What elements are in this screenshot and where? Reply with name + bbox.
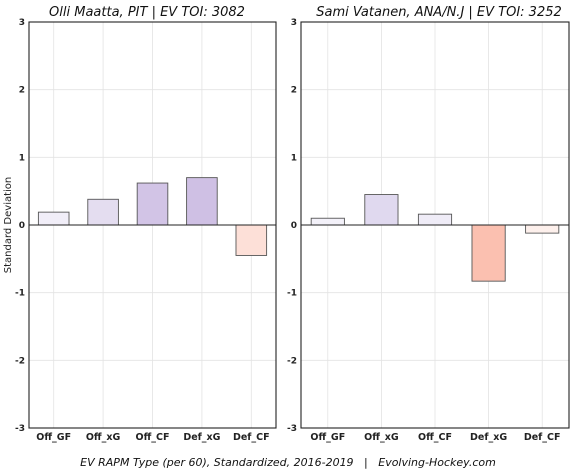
left-x-tick-label: Off_xG <box>86 432 121 443</box>
right-y-tick-label: 3 <box>291 18 297 28</box>
right-bar-def-cf <box>525 224 560 234</box>
right-y-tick-label: -2 <box>287 356 297 366</box>
right-y-tick-label: 1 <box>291 153 297 163</box>
left-plot-frame <box>28 21 277 429</box>
right-x-tick-label: Def_CF <box>524 432 561 443</box>
left-chart-panel: -3 -2 -1 0 1 2 3 Off_GF Off_xG Off_CF Def_xG Def_CF <box>15 18 277 443</box>
right-y-tick-label: -3 <box>287 424 297 434</box>
right-bar-def-xg <box>471 224 506 282</box>
left-chart-title: Olli Maatta, PIT | EV TOI: 3082 <box>49 5 245 20</box>
left-bar-off-xg <box>87 198 119 226</box>
right-chart-title: Sami Vatanen, ANA/N.J | EV TOI: 3252 <box>316 5 562 20</box>
left-bar-off-cf <box>136 182 169 226</box>
left-y-tick-label: 3 <box>19 18 25 28</box>
left-y-tick-label: -3 <box>15 424 25 434</box>
left-bar-off-gf <box>37 211 70 226</box>
right-y-tick-label: -1 <box>287 289 297 299</box>
right-x-tick-label: Def_xG <box>470 432 507 443</box>
right-plot-frame <box>300 21 570 429</box>
left-y-tick-label: -2 <box>15 356 25 366</box>
x-axis-caption: EV RAPM Type (per 60), Standardized, 201… <box>80 456 496 469</box>
right-bar-off-gf <box>310 217 345 226</box>
right-bar-off-xg <box>364 194 399 226</box>
right-y-tick-label: 2 <box>291 86 297 96</box>
right-bar-off-cf <box>417 213 453 226</box>
right-y-tick-label: 0 <box>291 221 297 231</box>
right-x-tick-label: Off_GF <box>310 432 345 443</box>
right-x-tick-label: Off_xG <box>364 432 399 443</box>
left-bar-def-cf <box>235 224 268 256</box>
right-x-tick-label: Off_CF <box>418 432 452 443</box>
left-bar-def-xg <box>186 177 218 226</box>
left-x-tick-label: Off_GF <box>36 432 71 443</box>
right-chart-panel: -3 -2 -1 0 1 2 3 Off_GF Off_xG Off_CF Def_xG Def_CF <box>287 18 570 443</box>
left-x-tick-label: Def_CF <box>233 432 270 443</box>
left-y-tick-label: 1 <box>19 153 25 163</box>
left-x-tick-label: Def_xG <box>183 432 220 443</box>
left-y-tick-label: 0 <box>19 221 25 231</box>
left-y-tick-label: -1 <box>15 289 25 299</box>
left-x-tick-label: Off_CF <box>136 432 170 443</box>
left-y-tick-label: 2 <box>19 86 25 96</box>
y-axis-label: Standard Deviation <box>3 177 14 274</box>
